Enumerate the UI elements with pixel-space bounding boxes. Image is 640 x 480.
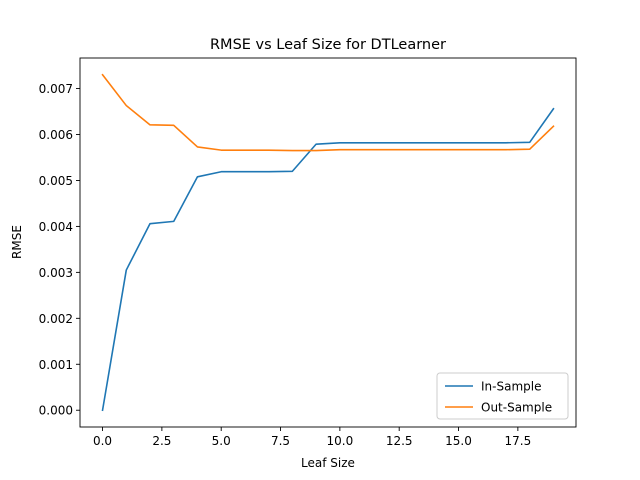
- series-line-in-sample: [101, 107, 555, 412]
- x-tick-label: 17.5: [504, 434, 531, 448]
- x-tick-label: 12.5: [386, 434, 413, 448]
- x-tick-label: 10.0: [327, 434, 354, 448]
- series-layer: [101, 73, 555, 412]
- chart-title: RMSE vs Leaf Size for DTLearner: [210, 37, 446, 53]
- y-tick-label: 0.004: [39, 220, 73, 234]
- y-tick-label: 0.002: [39, 312, 73, 326]
- y-axis-label: RMSE: [10, 225, 24, 259]
- x-axis-label: Leaf Size: [301, 456, 355, 470]
- legend-label: Out-Sample: [481, 401, 552, 415]
- y-tick-label: 0.000: [39, 404, 73, 418]
- y-tick-label: 0.007: [39, 82, 73, 96]
- x-tick-label: 2.5: [152, 434, 171, 448]
- plot-area: [79, 57, 577, 428]
- x-tick-label: 15.0: [445, 434, 472, 448]
- series-line-out-sample: [101, 73, 555, 152]
- legend-label: In-Sample: [481, 380, 541, 394]
- y-tick-label: 0.003: [39, 266, 73, 280]
- legend: In-Sample Out-Sample: [436, 372, 569, 420]
- y-tick-label: 0.001: [39, 358, 73, 372]
- y-tick-label: 0.006: [39, 128, 73, 142]
- x-axis: 0.0 2.5 5.0 7.5 10.0 12.5 15.0 17.5: [93, 427, 531, 448]
- y-axis: 0.000 0.001 0.002 0.003 0.004 0.005 0.006 0.007: [39, 82, 80, 418]
- x-tick-label: 0.0: [93, 434, 112, 448]
- plot-frame: [79, 57, 577, 428]
- x-tick-label: 5.0: [212, 434, 231, 448]
- x-tick-label: 7.5: [271, 434, 290, 448]
- y-tick-label: 0.005: [39, 174, 73, 188]
